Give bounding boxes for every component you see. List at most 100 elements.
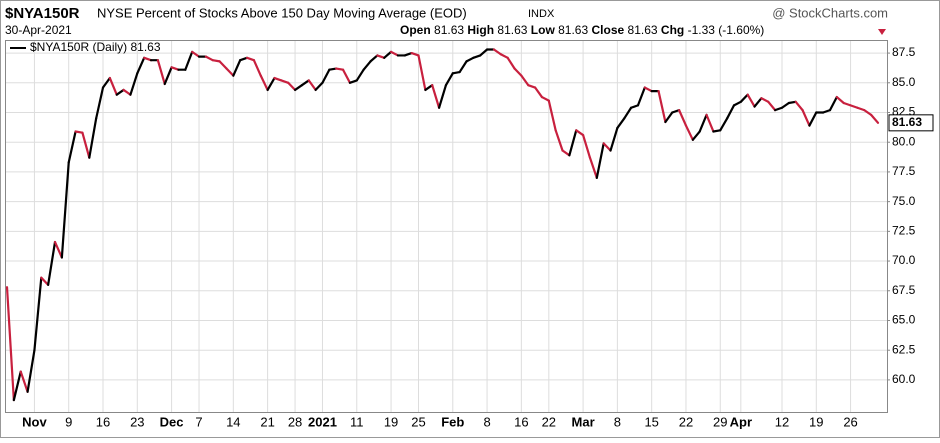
line-segment: [630, 104, 640, 109]
line-segment: [33, 276, 43, 352]
line-segment: [540, 95, 550, 102]
line-segment: [410, 51, 420, 57]
line-segment: [465, 56, 475, 63]
line-segment: [355, 68, 365, 82]
line-segment: [554, 129, 564, 152]
line-segment: [191, 50, 201, 58]
line-segment: [581, 133, 592, 159]
line-segment: [136, 56, 146, 75]
low: 81.63: [558, 23, 588, 37]
x-tick-label: Apr: [730, 414, 752, 429]
line-segment: [60, 161, 70, 259]
x-tick-label: 16: [96, 414, 110, 429]
x-tick-label: 8: [483, 414, 490, 429]
x-tick-label: 25: [411, 414, 425, 429]
line-segment: [780, 101, 790, 109]
line-segment: [81, 131, 91, 159]
line-segment: [369, 54, 379, 63]
x-tick-label: 19: [809, 414, 823, 429]
line-segment: [314, 81, 324, 92]
line-segment: [472, 54, 482, 59]
x-tick-label: 14: [226, 414, 240, 429]
line-segment: [245, 56, 255, 62]
symbol: $NYA150R: [5, 5, 80, 22]
line-segment: [444, 72, 454, 87]
line-segment: [698, 113, 708, 133]
line-segment: [479, 48, 489, 57]
x-tick-label: 19: [384, 414, 398, 429]
legend: $NYA150R (Daily) 81.63: [30, 40, 161, 54]
line-segment: [341, 68, 352, 84]
x-tick-label: 8: [614, 414, 621, 429]
line-segment: [616, 117, 626, 130]
x-tick-label: 22: [542, 414, 556, 429]
x-tick-label: 22: [679, 414, 693, 429]
y-tick-label: 62.5: [892, 342, 916, 356]
line-segment: [787, 100, 797, 105]
x-tick-label: 16: [514, 414, 528, 429]
legend-name: $NYA150R (Daily): [30, 40, 127, 54]
x-tick-label: 11: [350, 414, 364, 429]
line-segment: [506, 56, 516, 70]
y-tick-label: 67.5: [892, 283, 916, 297]
last-value-tag: [888, 114, 934, 132]
low-label: Low: [531, 23, 556, 37]
line-segment: [623, 106, 633, 120]
line-segment: [211, 59, 221, 63]
x-tick-label: 23: [130, 414, 144, 429]
line-segment: [321, 68, 331, 84]
y-tick-label: 87.5: [892, 45, 916, 59]
line-segment: [143, 56, 153, 62]
line-segment: [863, 109, 873, 116]
line-segment: [527, 84, 537, 89]
line-segment: [671, 109, 681, 114]
line-segment: [568, 129, 578, 157]
line-segment: [424, 84, 434, 92]
line-segment: [232, 59, 242, 77]
line-segment: [47, 240, 57, 286]
line-segment: [520, 74, 530, 87]
line-segment: [451, 70, 461, 75]
line-segment: [362, 60, 372, 71]
open-label: Open: [400, 23, 431, 37]
line-segment: [252, 59, 262, 77]
open: 81.63: [434, 23, 464, 37]
line-segment: [129, 72, 139, 96]
line-segment: [636, 86, 646, 107]
x-tick-label: 29: [713, 414, 727, 429]
line-segment: [499, 53, 509, 59]
line-segment: [348, 79, 358, 84]
line-segment: [726, 104, 736, 120]
line-segment: [657, 90, 667, 124]
close: 81.63: [628, 23, 658, 37]
x-tick-label: Nov: [22, 414, 47, 429]
line-segment: [513, 67, 523, 77]
line-segment: [74, 130, 84, 134]
line-segment: [842, 101, 852, 107]
plot-frame: [5, 40, 888, 413]
line-segment: [431, 84, 441, 109]
x-tick-label: Feb: [441, 414, 464, 429]
x-tick-label: 7: [195, 414, 202, 429]
line-segment: [678, 109, 688, 127]
y-tick-label: 85.0: [892, 75, 916, 89]
line-segment: [115, 88, 125, 96]
line-segment: [767, 100, 777, 112]
x-tick-label: 2021: [308, 414, 337, 429]
line-segment: [307, 79, 317, 92]
line-segment: [492, 48, 502, 56]
line-segment: [835, 95, 845, 105]
brand: @ StockCharts.com: [772, 5, 888, 20]
line-segment: [287, 81, 297, 92]
y-tick-label: 70.0: [892, 253, 916, 267]
line-segment: [170, 66, 180, 71]
line-segment: [801, 109, 811, 127]
line-segment: [705, 113, 715, 133]
line-segment: [67, 130, 77, 164]
line-segment: [328, 67, 338, 71]
x-tick-label: 9: [65, 414, 72, 429]
line-segment: [602, 142, 612, 152]
last-value-label: 81.63: [892, 115, 922, 129]
